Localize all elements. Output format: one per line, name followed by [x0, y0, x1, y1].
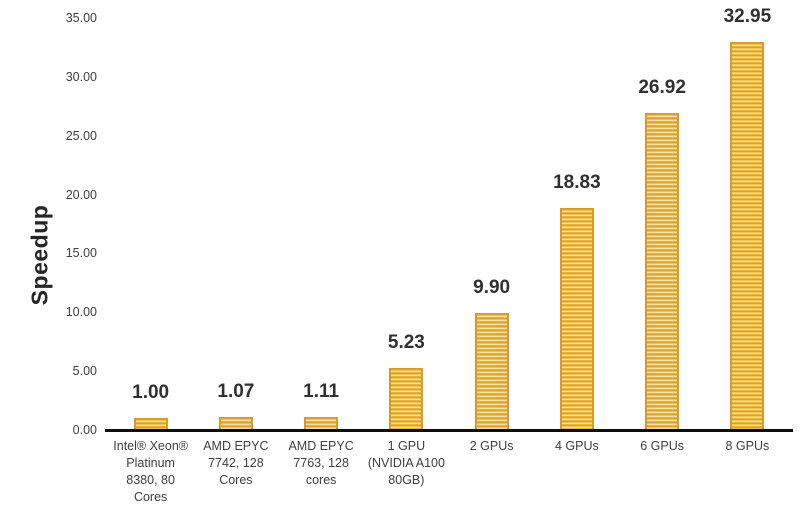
x-category-label: 4 GPUs — [554, 439, 599, 453]
x-category-label: 2 GPUs — [469, 439, 514, 453]
y-tick-label: 10.00 — [65, 305, 97, 320]
bar — [474, 313, 509, 430]
bar-value-label: 1.07 — [217, 381, 255, 403]
bar — [218, 417, 253, 430]
y-tick-label: 5.00 — [72, 364, 97, 379]
y-tick-label: 25.00 — [65, 128, 97, 143]
y-tick-label: 0.00 — [72, 423, 97, 437]
bar-value-label: 5.23 — [387, 332, 425, 354]
x-category-label: 1 GPU (NVIDIA A100 80GB) — [367, 439, 445, 487]
bar — [559, 208, 594, 430]
x-category-label: Intel® Xeon® Platinum 8380, 80 Cores — [113, 439, 188, 504]
x-category-label: 8 GPUs — [725, 439, 770, 453]
x-category-label: AMD EPYC 7742, 128 Cores — [203, 439, 269, 487]
bar — [389, 368, 424, 430]
bar-value-label: 1.11 — [303, 380, 340, 402]
bar-value-label: 26.92 — [638, 77, 686, 99]
bar-value-label: 9.90 — [473, 277, 511, 299]
bar — [645, 113, 680, 430]
y-tick-label: 35.00 — [65, 11, 97, 25]
bar — [730, 42, 765, 430]
bar-value-label: 18.83 — [553, 172, 601, 194]
x-category-label: AMD EPYC 7763, 128 cores — [288, 439, 354, 487]
x-axis-line — [105, 428, 793, 432]
y-tick-label: 30.00 — [65, 69, 97, 84]
y-tick-label: 15.00 — [65, 246, 97, 261]
y-tick-label: 20.00 — [65, 187, 97, 202]
bar — [133, 418, 168, 430]
x-category-label: 6 GPUs — [640, 439, 684, 453]
bar-value-label: 32.95 — [723, 6, 772, 28]
bar — [304, 416, 339, 430]
bar-value-label: 1.00 — [132, 382, 170, 404]
